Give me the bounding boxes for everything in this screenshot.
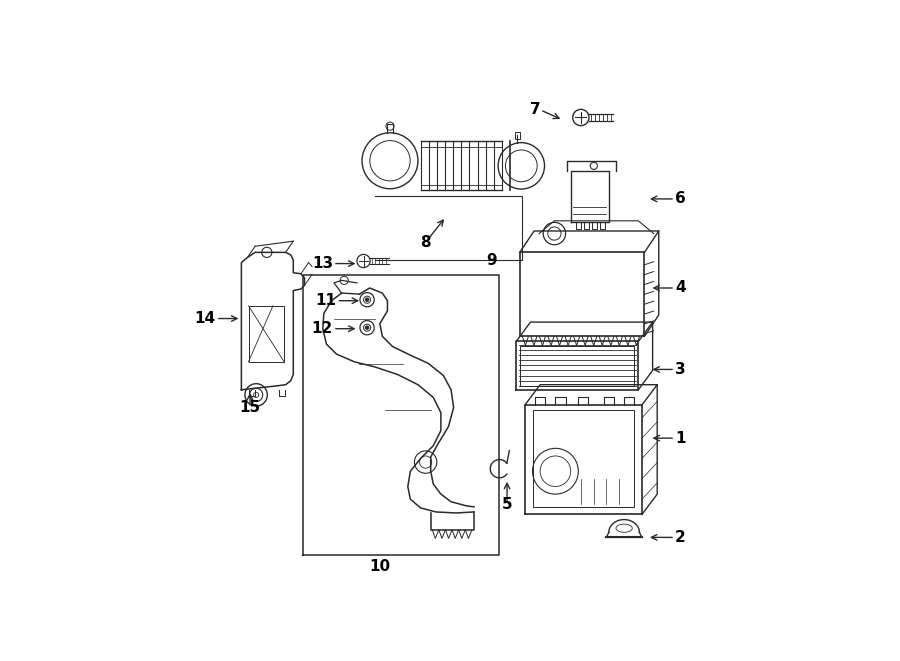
Text: 3: 3 bbox=[675, 362, 686, 377]
Text: 4: 4 bbox=[675, 280, 686, 295]
Text: 15: 15 bbox=[239, 400, 261, 415]
Text: 7: 7 bbox=[529, 102, 540, 118]
Bar bbox=[248, 306, 284, 362]
Circle shape bbox=[365, 326, 369, 329]
Text: 2: 2 bbox=[675, 530, 686, 545]
Circle shape bbox=[365, 298, 369, 301]
Text: 10: 10 bbox=[369, 559, 391, 574]
Text: 1: 1 bbox=[675, 431, 686, 446]
Text: 5: 5 bbox=[501, 497, 512, 512]
Text: 9: 9 bbox=[487, 253, 497, 268]
Text: 12: 12 bbox=[311, 321, 333, 336]
Bar bbox=[515, 132, 520, 139]
Text: 8: 8 bbox=[420, 235, 431, 250]
Bar bbox=[520, 346, 634, 386]
Text: 14: 14 bbox=[194, 311, 216, 326]
Text: 6: 6 bbox=[675, 192, 686, 206]
Text: 13: 13 bbox=[312, 256, 333, 271]
Text: 11: 11 bbox=[316, 293, 337, 308]
